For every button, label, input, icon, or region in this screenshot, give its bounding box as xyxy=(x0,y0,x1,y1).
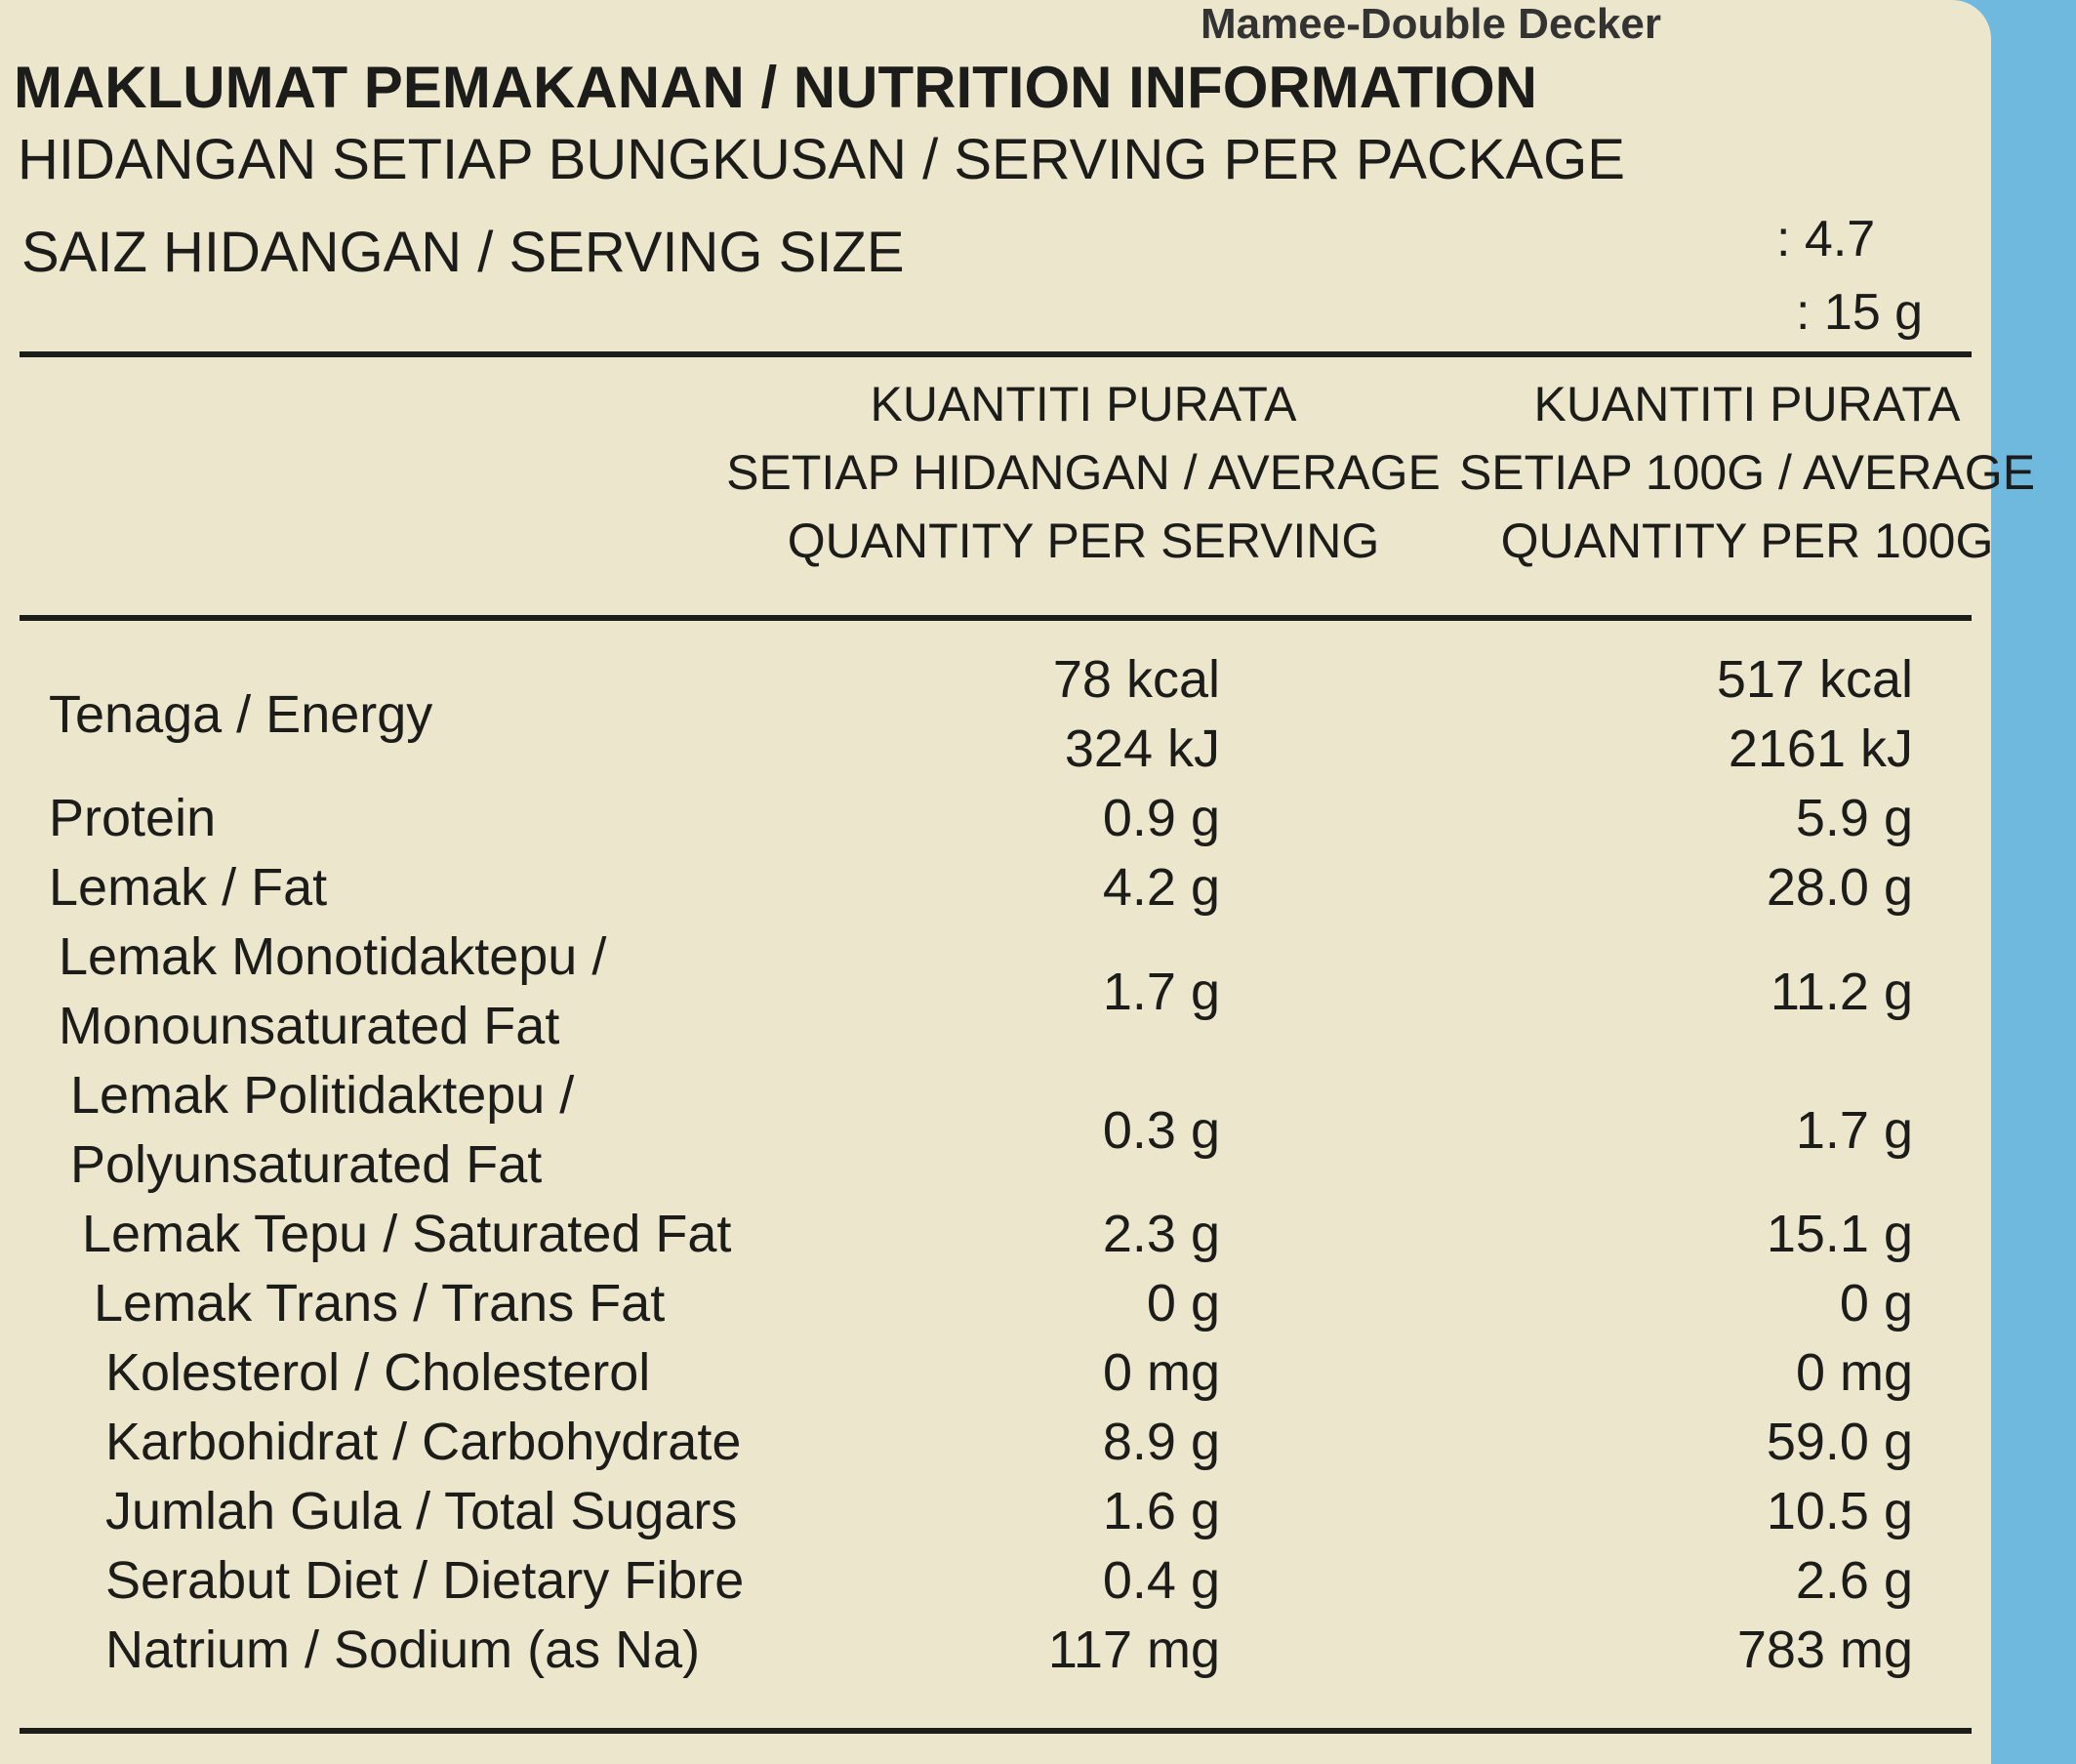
title: MAKLUMAT PEMAKANAN / NUTRITION INFORMATI… xyxy=(14,55,1537,120)
nutrient-label: Jumlah Gula / Total Sugars xyxy=(105,1482,738,1540)
column-header: SETIAP 100G / AVERAGE xyxy=(1458,445,2036,500)
per-100g-value: 28.0 g xyxy=(1766,858,1913,917)
per-100g-value: 59.0 g xyxy=(1766,1413,1913,1471)
brand: Mamee-Double Decker xyxy=(1201,0,1661,48)
nutrient-label: Protein xyxy=(49,789,217,847)
nutrient-label: Kolesterol / Cholesterol xyxy=(105,1343,651,1402)
divider xyxy=(20,351,1972,357)
per-serving-value: 0 mg xyxy=(1102,1343,1220,1402)
per-serving-value: 2.3 g xyxy=(1102,1205,1220,1263)
nutrient-label: Lemak Trans / Trans Fat xyxy=(94,1274,666,1333)
per-100g-value: 2.6 g xyxy=(1795,1551,1913,1610)
column-header: QUANTITY PER SERVING xyxy=(787,513,1380,568)
nutrient-label: Tenaga / Energy xyxy=(49,684,433,744)
per-serving-value: 0 g xyxy=(1146,1274,1220,1333)
nutrient-label: Karbohidrat / Carbohydrate xyxy=(105,1413,742,1471)
per-100g-value: 783 mg xyxy=(1736,1620,1913,1679)
per-serving-value: 78 kcal xyxy=(1052,650,1220,709)
per-serving-value: 8.9 g xyxy=(1102,1413,1220,1471)
nutrient-label: Natrium / Sodium (as Na) xyxy=(105,1620,701,1679)
column-header: KUANTITI PURATA xyxy=(870,377,1297,431)
per-100g-value: 2161 kJ xyxy=(1728,719,1913,778)
nutrient-label: Monounsaturated Fat xyxy=(59,997,560,1055)
nutrient-label: Lemak Politidaktepu / xyxy=(70,1066,575,1125)
per-100g-value: 0 mg xyxy=(1795,1343,1913,1402)
nutrient-label: Polyunsaturated Fat xyxy=(70,1135,543,1194)
column-header: KUANTITI PURATA xyxy=(1533,377,1961,431)
per-serving-value: 0.9 g xyxy=(1102,789,1220,847)
divider xyxy=(20,1728,1972,1734)
per-serving-value: 0.4 g xyxy=(1102,1551,1220,1610)
per-serving-value: 117 mg xyxy=(1047,1620,1220,1679)
nutrient-label: Lemak Tepu / Saturated Fat xyxy=(82,1205,732,1263)
per-serving-value: 0.3 g xyxy=(1102,1100,1220,1160)
serving-size-value: : 15 g xyxy=(1796,284,1924,341)
serving-size-label: SAIZ HIDANGAN / SERVING SIZE xyxy=(21,221,905,284)
per-serving-value: 324 kJ xyxy=(1064,719,1220,778)
column-header: QUANTITY PER 100G xyxy=(1500,513,1994,568)
column-header: SETIAP HIDANGAN / AVERAGE xyxy=(726,445,1441,500)
servings-value: : 4.7 xyxy=(1776,211,1876,267)
nutrient-label: Serabut Diet / Dietary Fibre xyxy=(105,1551,745,1610)
divider xyxy=(20,615,1972,621)
nutrient-label: Lemak Monotidaktepu / xyxy=(59,927,607,986)
servings-label: HIDANGAN SETIAP BUNGKUSAN / SERVING PER … xyxy=(18,128,1625,191)
per-100g-value: 15.1 g xyxy=(1766,1205,1913,1263)
per-100g-value: 5.9 g xyxy=(1795,789,1913,847)
per-100g-value: 0 g xyxy=(1839,1274,1913,1333)
nutrient-label: Lemak / Fat xyxy=(49,858,328,917)
per-100g-value: 1.7 g xyxy=(1795,1100,1913,1160)
per-100g-value: 10.5 g xyxy=(1766,1482,1913,1540)
per-100g-value: 11.2 g xyxy=(1770,962,1913,1021)
per-100g-value: 517 kcal xyxy=(1716,650,1913,709)
per-serving-value: 4.2 g xyxy=(1102,858,1220,917)
per-serving-value: 1.6 g xyxy=(1102,1482,1220,1540)
per-serving-value: 1.7 g xyxy=(1102,962,1220,1021)
